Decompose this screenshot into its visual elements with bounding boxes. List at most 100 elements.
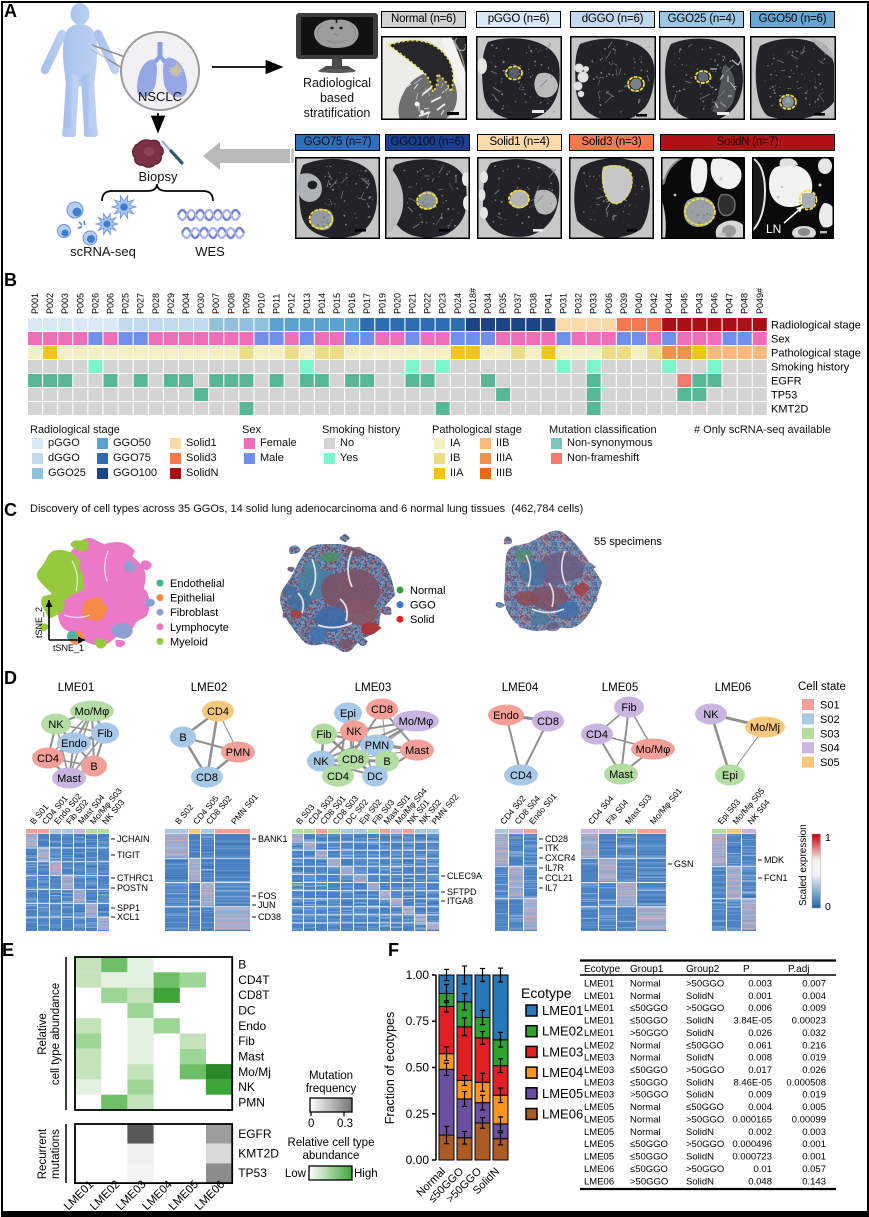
svg-text:≤50GGO: ≤50GGO (686, 1102, 724, 1113)
svg-text:Ecotype: Ecotype (521, 985, 572, 1001)
svg-text:Mast: Mast (609, 769, 633, 781)
svg-text:>50GGO: >50GGO (686, 1139, 724, 1150)
svg-text:P043: P043 (694, 293, 704, 314)
svg-text:LME01: LME01 (584, 1003, 614, 1014)
svg-text:0.009: 0.009 (748, 1090, 772, 1101)
svg-text:GGO: GGO (410, 600, 436, 612)
svg-text:P022: P022 (423, 293, 433, 314)
svg-text:P038: P038 (528, 293, 538, 314)
svg-text:P033: P033 (589, 293, 599, 314)
svg-text:P007: P007 (211, 293, 221, 314)
svg-text:Mast: Mast (405, 745, 429, 757)
svg-text:SolidN: SolidN (686, 1152, 714, 1163)
svg-text:LME01: LME01 (542, 1003, 583, 1018)
svg-text:Relative cell type: Relative cell type (288, 1137, 375, 1149)
svg-text:LME03: LME03 (584, 1053, 614, 1064)
svg-text:Fib: Fib (97, 728, 112, 740)
svg-text:cell type abundance: cell type abundance (50, 983, 62, 1085)
svg-text:JCHAIN: JCHAIN (117, 834, 150, 844)
svg-text:P016: P016 (347, 293, 357, 314)
svg-text:Epi: Epi (722, 770, 738, 782)
svg-text:SolidN: SolidN (686, 1053, 714, 1064)
svg-text:LME06: LME06 (584, 1164, 614, 1175)
svg-text:SolidN: SolidN (686, 1016, 714, 1027)
svg-text:Radiological stage: Radiological stage (771, 320, 861, 332)
svg-text:Fib: Fib (621, 702, 636, 714)
svg-text:JUN: JUN (258, 900, 276, 910)
svg-text:LME05: LME05 (584, 1102, 614, 1113)
svg-text:CD8: CD8 (371, 704, 393, 716)
svg-text:SolidN: SolidN (686, 1077, 714, 1088)
svg-text:PMN S01: PMN S01 (229, 792, 260, 827)
svg-text:Mo/Mj: Mo/Mj (750, 722, 780, 734)
svg-text:0.000496: 0.000496 (732, 1139, 772, 1150)
svg-text:S01: S01 (820, 700, 840, 712)
svg-text:≤50GGO: ≤50GGO (630, 1139, 668, 1150)
svg-text:Mo/Mφ: Mo/Mφ (636, 744, 671, 756)
svg-text:EGFR: EGFR (771, 376, 802, 388)
svg-text:0.143: 0.143 (802, 1176, 826, 1187)
svg-text:LME05: LME05 (584, 1139, 614, 1150)
svg-text:Fib: Fib (238, 1034, 255, 1048)
svg-text:P009: P009 (241, 293, 251, 314)
svg-text:0.001: 0.001 (802, 1139, 826, 1150)
svg-text:Normal: Normal (630, 1127, 661, 1138)
svg-text:0.032: 0.032 (802, 1028, 826, 1039)
svg-text:SFTPD: SFTPD (447, 887, 477, 897)
svg-text:55 specimens: 55 specimens (594, 536, 662, 548)
svg-text:LME02: LME02 (584, 1040, 614, 1051)
svg-text:P005: P005 (75, 293, 85, 314)
svg-text:P015: P015 (332, 293, 342, 314)
svg-text:WES: WES (195, 244, 225, 259)
svg-text:S04: S04 (820, 743, 840, 755)
svg-text:LME04: LME04 (502, 682, 539, 694)
svg-text:>50GGO: >50GGO (686, 979, 724, 990)
svg-text:≤50GGO: ≤50GGO (630, 1065, 668, 1076)
svg-text:S02: S02 (820, 714, 840, 726)
svg-text:Epithelial: Epithelial (170, 593, 215, 605)
svg-text:≤50GGO: ≤50GGO (630, 1016, 668, 1027)
svg-text:≤50GGO: ≤50GGO (630, 1077, 668, 1088)
svg-text:mutations: mutations (50, 1129, 62, 1179)
svg-text:Smoking history: Smoking history (771, 362, 850, 374)
svg-text:P041: P041 (543, 293, 553, 314)
svg-text:SolidN: SolidN (686, 991, 714, 1002)
svg-text:Fibroblast: Fibroblast (170, 607, 218, 619)
svg-text:CD8: CD8 (537, 716, 559, 728)
svg-text:Endo: Endo (493, 710, 519, 722)
svg-text:P031: P031 (559, 293, 569, 314)
svg-text:LME03: LME03 (584, 1090, 614, 1101)
svg-text:KMT2D: KMT2D (771, 404, 808, 416)
svg-text:EGFR: EGFR (238, 1127, 272, 1141)
svg-text:0.3: 0.3 (337, 1118, 353, 1130)
svg-text:1: 1 (825, 832, 831, 844)
svg-text:TP53: TP53 (771, 390, 797, 402)
svg-text:0.003: 0.003 (748, 979, 772, 990)
svg-text:Low: Low (285, 1168, 307, 1180)
svg-text:LME03: LME03 (584, 1077, 614, 1088)
svg-text:Group1: Group1 (630, 964, 664, 975)
svg-text:0.000723: 0.000723 (732, 1152, 772, 1163)
svg-text:0.000508: 0.000508 (786, 1077, 826, 1088)
svg-text:SolidN: SolidN (686, 1176, 714, 1187)
svg-text:Lymphocyte: Lymphocyte (170, 622, 229, 634)
svg-text:0.00023: 0.00023 (792, 1016, 826, 1027)
svg-text:0.00099: 0.00099 (792, 1115, 826, 1126)
svg-text:P032: P032 (574, 293, 584, 314)
svg-text:1.00: 1.00 (406, 968, 430, 982)
svg-text:LME01: LME01 (584, 979, 614, 990)
svg-text:0: 0 (308, 1118, 314, 1130)
svg-text:Ecotype: Ecotype (584, 964, 621, 975)
svg-text:>50GGO: >50GGO (686, 1003, 724, 1014)
svg-text:XCL1: XCL1 (117, 912, 140, 922)
svg-text:LME05: LME05 (584, 1127, 614, 1138)
svg-text:P035: P035 (498, 293, 508, 314)
svg-text:FCN1: FCN1 (764, 873, 788, 883)
svg-text:≤50GGO: ≤50GGO (630, 1003, 668, 1014)
svg-text:CTHRC1: CTHRC1 (117, 873, 154, 883)
svg-text:LME01: LME01 (584, 991, 614, 1002)
svg-text:LN: LN (766, 222, 781, 236)
svg-text:>50GGO: >50GGO (686, 1115, 724, 1126)
svg-text:LME06: LME06 (715, 682, 751, 694)
svg-text:CD38: CD38 (258, 912, 281, 922)
